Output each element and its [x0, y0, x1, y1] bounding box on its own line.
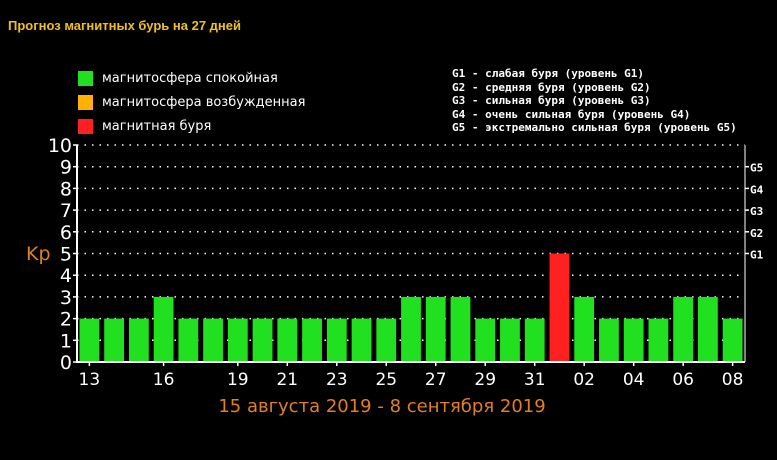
bar-29	[475, 318, 496, 362]
bar-07	[697, 296, 718, 362]
g-tick-label: G5	[750, 162, 763, 175]
bar-13	[79, 318, 100, 362]
x-tick-label: 21	[276, 370, 298, 390]
y-tick-label: 7	[60, 200, 72, 222]
bar-30	[500, 318, 520, 362]
bar-02	[574, 296, 595, 362]
x-tick-label: 27	[425, 370, 447, 390]
bar-01	[549, 253, 570, 362]
y-tick-label: 10	[48, 135, 72, 157]
bar-23	[326, 318, 347, 362]
x-tick-label: 25	[375, 370, 397, 390]
x-tick-label: 31	[524, 370, 546, 390]
bar-14	[104, 318, 125, 362]
g-level-g5: G5 - экстремально сильная буря (уровень …	[452, 121, 737, 135]
y-tick-label: 2	[60, 309, 72, 331]
x-tick-label: 06	[672, 370, 694, 390]
legend-item-quiet: магнитосфера спокойная	[78, 66, 305, 90]
g-level-g3: G3 - сильная буря (уровень G3)	[452, 94, 651, 108]
g-level-legend: G1 - слабая буря (уровень G1) G2 - средн…	[452, 67, 737, 135]
g-level-g1: G1 - слабая буря (уровень G1)	[452, 67, 645, 80]
bar-31	[524, 318, 545, 362]
bar-25	[376, 318, 397, 362]
x-tick-label: 29	[474, 370, 496, 390]
bar-27	[425, 296, 446, 362]
bar-05	[648, 318, 669, 362]
x-tick-label: 02	[573, 370, 595, 390]
bar-21	[277, 318, 298, 362]
legend: магнитосфера спокойная магнитосфера возб…	[78, 66, 305, 138]
page-title: Прогноз магнитных бурь на 27 дней	[8, 18, 241, 33]
g-level-g4: G4 - очень сильная буря (уровень G4)	[452, 107, 691, 121]
y-tick-label: 3	[60, 287, 72, 309]
x-tick-label: 16	[153, 370, 175, 390]
g-tick-label: G1	[750, 249, 764, 262]
legend-item-storm: магнитная буря	[78, 114, 305, 138]
bar-22	[302, 318, 322, 362]
x-tick-label: 04	[623, 370, 645, 390]
bar-26	[401, 296, 421, 362]
bar-03	[599, 318, 619, 362]
g-tick-label: G4	[750, 183, 764, 196]
y-tick-label: 0	[60, 352, 72, 374]
bar-28	[450, 296, 471, 362]
legend-label-storm: магнитная буря	[102, 118, 212, 134]
bar-08	[722, 318, 743, 362]
y-tick-label: 8	[60, 178, 72, 200]
g-tick-label: G3	[750, 205, 763, 218]
bar-24	[351, 318, 372, 362]
x-tick-label: 08	[722, 370, 744, 390]
bar-19	[227, 318, 248, 362]
bar-15	[128, 318, 149, 362]
bar-17	[178, 318, 199, 362]
bar-04	[623, 318, 644, 362]
g-tick-label: G2	[750, 227, 763, 240]
legend-swatch-excited	[78, 94, 93, 110]
legend-swatch-storm	[78, 118, 93, 134]
bar-18	[203, 318, 223, 362]
g-level-g2: G2 - средняя буря (уровень G2)	[452, 80, 651, 94]
y-tick-label: 6	[60, 222, 72, 244]
legend-label-excited: магнитосфера возбужденная	[102, 94, 306, 110]
y-tick-label: 4	[60, 265, 72, 287]
legend-swatch-quiet	[78, 70, 93, 86]
y-tick-label: 1	[60, 330, 72, 352]
bar-16	[153, 296, 174, 362]
y-axis-label: Kp	[26, 243, 51, 265]
y-tick-label: 5	[60, 244, 72, 266]
y-tick-label: 9	[60, 157, 72, 179]
x-tick-label: 19	[227, 370, 249, 390]
x-tick-label: 13	[79, 370, 101, 390]
legend-label-quiet: магнитосфера спокойная	[102, 70, 278, 86]
legend-item-excited: магнитосфера возбужденная	[78, 90, 305, 114]
x-axis-label: 15 августа 2019 - 8 сентября 2019	[218, 396, 545, 417]
x-tick-label: 23	[326, 370, 348, 390]
bar-06	[673, 296, 694, 362]
bar-20	[252, 318, 273, 362]
